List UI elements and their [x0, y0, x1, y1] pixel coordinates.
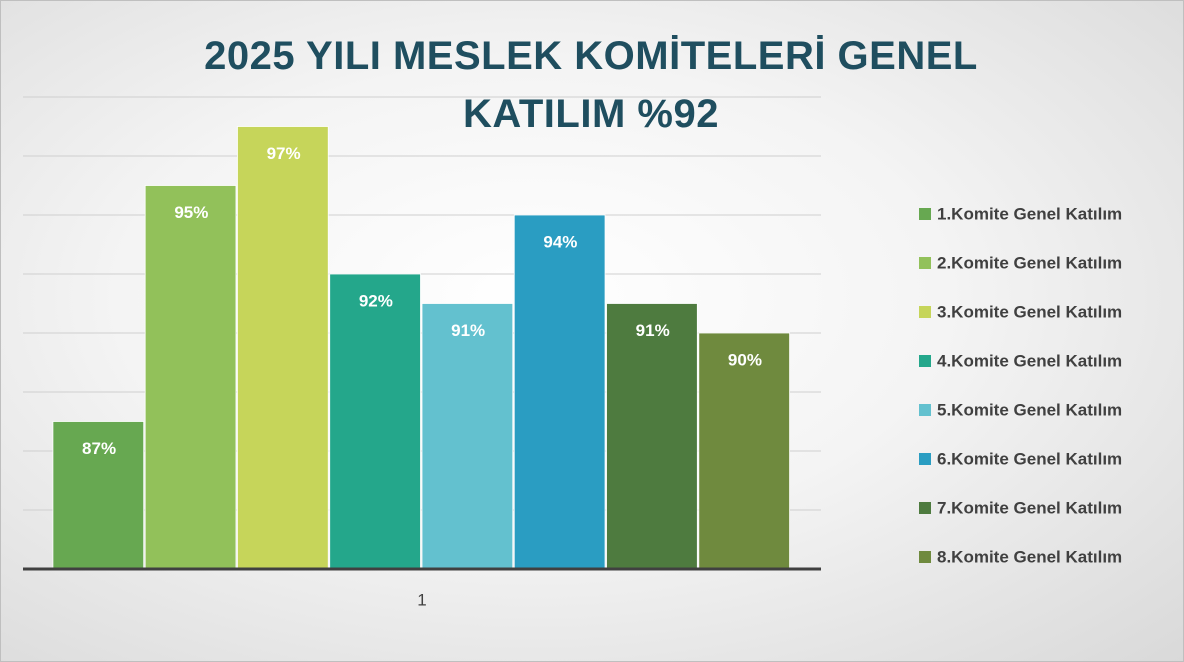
data-label: 94% — [543, 232, 577, 251]
data-label: 92% — [359, 291, 393, 310]
data-label: 90% — [728, 350, 762, 369]
data-label: 97% — [267, 144, 301, 163]
bar — [698, 332, 790, 570]
data-label: 91% — [451, 321, 485, 340]
legend-swatch — [919, 208, 931, 220]
legend-label: 5.Komite Genel Katılım — [937, 400, 1122, 419]
legend-label: 1.Komite Genel Katılım — [937, 204, 1122, 223]
chart-title: 2025 YILI MESLEK KOMİTELERİ GENEL KATILI… — [204, 34, 978, 136]
legend-label: 6.Komite Genel Katılım — [937, 449, 1122, 468]
legend-label: 7.Komite Genel Katılım — [937, 498, 1122, 517]
bar — [513, 214, 606, 570]
legend-label: 2.Komite Genel Katılım — [937, 253, 1122, 272]
bar — [144, 185, 237, 570]
data-label: 87% — [82, 439, 116, 458]
legend-label: 3.Komite Genel Katılım — [937, 302, 1122, 321]
bar — [237, 126, 329, 570]
legend-swatch — [919, 502, 931, 514]
legend-swatch — [919, 404, 931, 416]
bar — [329, 273, 421, 570]
bar — [52, 421, 145, 570]
x-tick-label: 1 — [417, 590, 426, 609]
legend-label: 8.Komite Genel Katılım — [937, 547, 1122, 566]
bar — [606, 303, 698, 570]
legend-swatch — [919, 355, 931, 367]
legend-swatch — [919, 551, 931, 563]
legend-swatch — [919, 306, 931, 318]
data-label: 91% — [636, 321, 670, 340]
legend-swatch — [919, 453, 931, 465]
legend-swatch — [919, 257, 931, 269]
legend-label: 4.Komite Genel Katılım — [937, 351, 1122, 370]
data-label: 95% — [174, 203, 208, 222]
bar — [421, 303, 514, 570]
